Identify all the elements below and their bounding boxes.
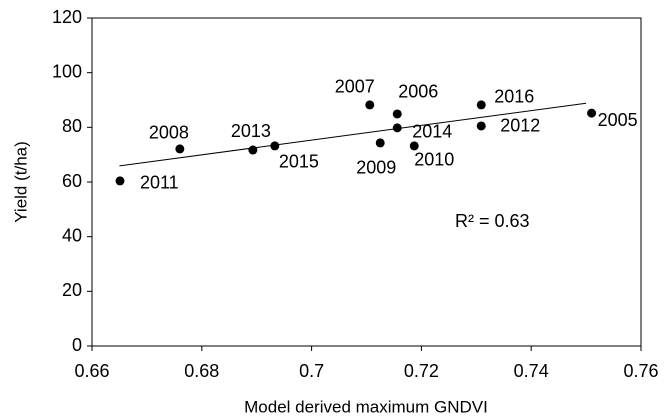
trendline	[119, 102, 587, 167]
y-tick-label: 100	[52, 61, 82, 81]
point-label: 2007	[335, 77, 375, 97]
point	[248, 145, 258, 155]
y-tick-label: 20	[62, 280, 82, 300]
x-tick-label: 0.68	[184, 361, 219, 381]
x-tick-label: 0.74	[514, 361, 549, 381]
point	[375, 138, 385, 148]
x-tick-label: 0.72	[404, 361, 439, 381]
point-label: 2012	[500, 116, 540, 136]
point-label: 2005	[598, 110, 638, 130]
point	[392, 123, 402, 133]
point	[270, 141, 280, 151]
point	[476, 100, 486, 110]
x-tick-label: 0.66	[74, 361, 109, 381]
point-label: 2016	[494, 87, 534, 107]
point-label: 2009	[356, 158, 396, 178]
point-label: 2011	[140, 173, 179, 193]
point	[175, 144, 185, 154]
point-label: 2013	[231, 121, 271, 141]
annotation: R² = 0.63	[455, 211, 530, 231]
x-tick-label: 0.7	[299, 361, 324, 381]
y-tick-label: 0	[72, 335, 82, 355]
point-label: 2008	[149, 123, 189, 143]
point-label: 2010	[414, 150, 454, 170]
y-axis-title: Yield (t/ha)	[11, 141, 30, 223]
point	[587, 108, 597, 118]
point	[409, 141, 419, 151]
point	[115, 176, 125, 186]
y-tick-label: 80	[62, 116, 82, 136]
x-tick-label: 0.76	[623, 361, 658, 381]
point	[365, 100, 375, 110]
point	[476, 121, 486, 131]
y-tick-label: 40	[62, 225, 82, 245]
point-label: 2015	[279, 152, 319, 172]
y-tick-label: 120	[52, 7, 82, 27]
point	[392, 109, 402, 119]
x-axis-title: Model derived maximum GNDVI	[244, 397, 488, 416]
point-label: 2006	[398, 82, 438, 102]
point-label: 2014	[412, 122, 452, 142]
y-tick-label: 60	[62, 171, 82, 191]
